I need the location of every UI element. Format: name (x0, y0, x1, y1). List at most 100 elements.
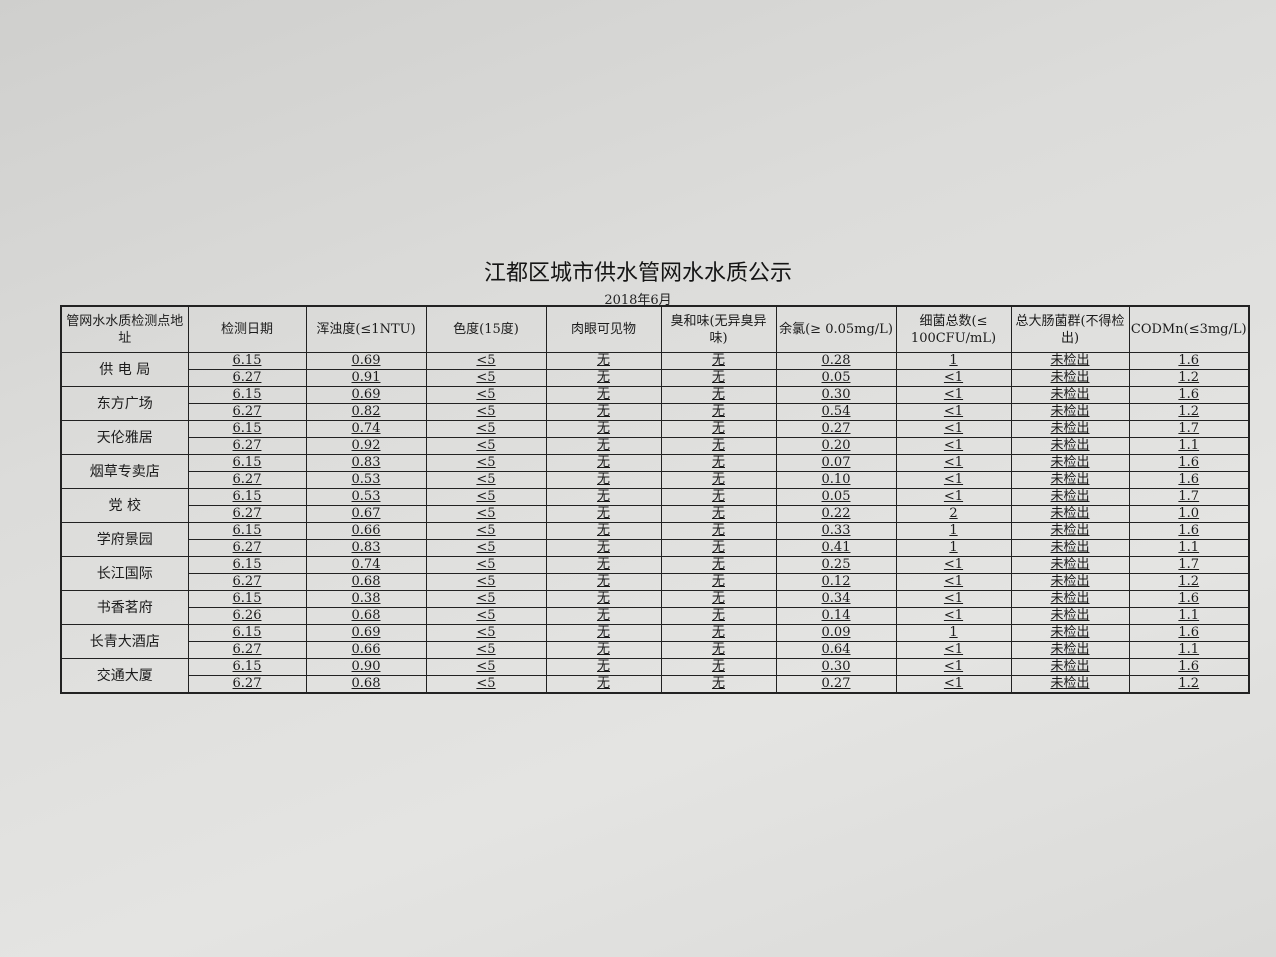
cell-residual-chlorine: 0.30 (775, 658, 897, 676)
cell-codmn: 1.0 (1128, 505, 1250, 523)
cell-bacteria-count: 1 (895, 624, 1012, 642)
cell-codmn: 1.2 (1128, 675, 1250, 694)
table-row: 长江国际 6.15 0.74 <5 无无 0.25 <1 未检出 1.7 (60, 556, 1250, 591)
cell-date: 6.15 (187, 420, 307, 438)
cell-turbidity: 0.53 (305, 488, 427, 506)
cell-turbidity: 0.66 (305, 522, 427, 540)
cell-odor: 无 (660, 488, 777, 506)
cell-date: 6.27 (187, 675, 307, 694)
cell-coliform: 未检出 (1010, 607, 1130, 625)
cell-coliform: 未检出 (1010, 590, 1130, 608)
cell-bacteria-count: <1 (895, 607, 1012, 625)
cell-residual-chlorine: 0.05 (775, 369, 897, 387)
cell-coliform: 未检出 (1010, 522, 1130, 540)
cell-turbidity: 0.90 (305, 658, 427, 676)
cell-coliform: 未检出 (1010, 454, 1130, 472)
cell-visible-matter: 无 (545, 590, 662, 608)
cell-chroma: <5 (425, 386, 547, 404)
cell-codmn: 1.6 (1128, 352, 1250, 370)
cell-residual-chlorine: 0.28 (775, 352, 897, 370)
table-row: 党 校 6.15 0.53 <5 无无 0.05 <1 未检出 1.7 (60, 488, 1250, 523)
table-row: 6.27 0.83 <5 无无 0.41 1 未检出 1.1 (61, 539, 1250, 557)
cell-bacteria-count: <1 (895, 675, 1012, 694)
cell-coliform: 未检出 (1010, 471, 1130, 489)
cell-turbidity: 0.68 (305, 573, 427, 591)
cell-codmn: 1.6 (1128, 590, 1250, 608)
cell-date: 6.15 (187, 590, 307, 608)
cell-residual-chlorine: 0.41 (775, 539, 897, 557)
table-row: 6.27 0.67 <5 无无 0.22 2 未检出 1.0 (61, 505, 1250, 523)
cell-bacteria-count: <1 (895, 573, 1012, 591)
header-chroma: 色度(15度) (425, 305, 547, 353)
document-subtitle: 2018年6月 (604, 293, 672, 308)
cell-coliform: 未检出 (1010, 675, 1130, 694)
cell-odor: 无 (660, 454, 777, 472)
cell-turbidity: 0.82 (305, 403, 427, 421)
cell-visible-matter: 无 (545, 607, 662, 625)
cell-visible-matter: 无 (545, 522, 662, 540)
cell-odor: 无 (660, 403, 777, 421)
cell-bacteria-count: <1 (895, 369, 1012, 387)
header-date: 检测日期 (187, 305, 307, 353)
cell-visible-matter: 无 (545, 369, 662, 387)
cell-visible-matter: 无 (545, 437, 662, 455)
cell-visible-matter: 无 (545, 352, 662, 370)
cell-chroma: <5 (425, 437, 547, 455)
cell-codmn: 1.7 (1128, 488, 1250, 506)
table-row: 6.27 0.66 <5 无无 0.64 <1 未检出 1.1 (61, 641, 1250, 659)
cell-odor: 无 (660, 624, 777, 642)
table-row: 书香茗府 6.15 0.38 <5 无无 0.34 <1 未检出 1.6 (60, 590, 1250, 625)
cell-residual-chlorine: 0.27 (775, 420, 897, 438)
table-row: 供 电 局 6.15 0.69 <5 无无 0.28 1 未检出 1.6 (60, 352, 1250, 387)
cell-date: 6.27 (187, 505, 307, 523)
cell-turbidity: 0.66 (305, 641, 427, 659)
cell-chroma: <5 (425, 488, 547, 506)
header-site: 管网水水质检测点地址 (60, 305, 189, 353)
cell-bacteria-count: <1 (895, 590, 1012, 608)
cell-codmn: 1.6 (1128, 522, 1250, 540)
cell-turbidity: 0.68 (305, 607, 427, 625)
table-row: 天伦雅居 6.15 0.74 <5 无无 0.27 <1 未检出 1.7 (60, 420, 1250, 455)
cell-coliform: 未检出 (1010, 641, 1130, 659)
cell-visible-matter: 无 (545, 624, 662, 642)
cell-date: 6.15 (187, 454, 307, 472)
cell-odor: 无 (660, 556, 777, 574)
cell-codmn: 1.7 (1128, 556, 1250, 574)
cell-visible-matter: 无 (545, 386, 662, 404)
cell-date: 6.15 (187, 624, 307, 642)
cell-odor: 无 (660, 352, 777, 370)
cell-date: 6.26 (187, 607, 307, 625)
cell-turbidity: 0.68 (305, 675, 427, 694)
document-title: 江都区城市供水管网水水质公示 (483, 261, 792, 286)
cell-residual-chlorine: 0.09 (775, 624, 897, 642)
cell-bacteria-count: 1 (895, 539, 1012, 557)
cell-coliform: 未检出 (1010, 505, 1130, 523)
cell-visible-matter: 无 (545, 505, 662, 523)
cell-coliform: 未检出 (1010, 386, 1130, 404)
site-name: 长青大酒店 (60, 624, 189, 659)
cell-odor: 无 (660, 522, 777, 540)
cell-codmn: 1.7 (1128, 420, 1250, 438)
cell-chroma: <5 (425, 522, 547, 540)
cell-residual-chlorine: 0.22 (775, 505, 897, 523)
site-name: 书香茗府 (60, 590, 189, 625)
cell-visible-matter: 无 (545, 488, 662, 506)
cell-date: 6.15 (187, 386, 307, 404)
cell-odor: 无 (660, 590, 777, 608)
site-name: 交通大厦 (60, 658, 189, 694)
cell-chroma: <5 (425, 641, 547, 659)
cell-codmn: 1.6 (1128, 386, 1250, 404)
table-row: 烟草专卖店 6.15 0.83 <5 无无 0.07 <1 未检出 1.6 (60, 454, 1250, 489)
site-name: 供 电 局 (60, 352, 189, 387)
site-name: 天伦雅居 (60, 420, 189, 455)
cell-bacteria-count: <1 (895, 641, 1012, 659)
cell-chroma: <5 (425, 454, 547, 472)
cell-odor: 无 (660, 386, 777, 404)
cell-date: 6.27 (187, 539, 307, 557)
cell-bacteria-count: 1 (895, 522, 1012, 540)
cell-coliform: 未检出 (1010, 352, 1130, 370)
cell-coliform: 未检出 (1010, 658, 1130, 676)
cell-turbidity: 0.83 (305, 454, 427, 472)
cell-visible-matter: 无 (545, 675, 662, 694)
cell-turbidity: 0.83 (305, 539, 427, 557)
